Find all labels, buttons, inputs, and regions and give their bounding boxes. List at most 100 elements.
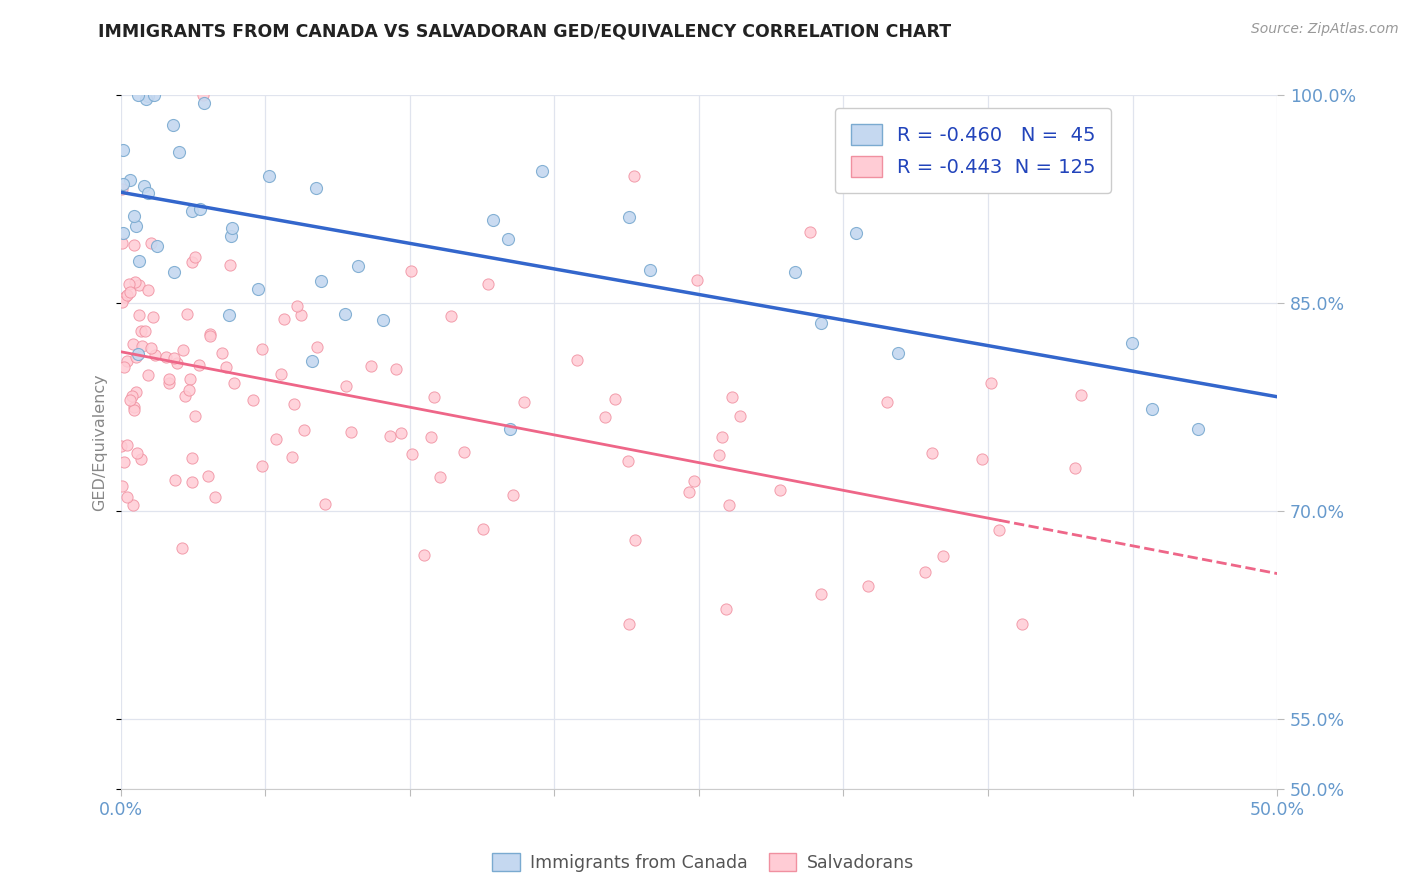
Point [180,475,202,490]
Point [314,497,336,511]
Point [131,339,153,353]
Point [242,392,264,407]
Point [172,343,194,358]
Point [595,409,617,424]
Point [198,328,221,343]
Point [176,307,198,321]
Point [307,341,329,355]
Point [163,265,186,279]
Point [219,229,242,244]
Point [914,565,936,579]
Point [530,164,553,178]
Point [389,426,412,441]
Point [122,209,145,223]
Point [721,390,744,404]
Point [496,232,519,246]
Text: IMMIGRANTS FROM CANADA VS SALVADORAN GED/EQUIVALENCY CORRELATION CHART: IMMIGRANTS FROM CANADA VS SALVADORAN GED… [98,22,952,40]
Point [413,548,436,562]
Point [132,179,155,194]
Point [184,409,207,423]
Point [111,294,134,309]
Point [810,317,832,331]
Point [128,277,150,292]
Point [714,602,737,616]
Point [129,452,152,467]
Point [565,352,588,367]
Point [1064,460,1087,475]
Point [165,473,187,487]
Point [624,533,647,548]
Point [619,210,641,224]
Point [118,277,141,291]
Legend: Immigrants from Canada, Salvadorans: Immigrants from Canada, Salvadorans [485,847,921,879]
Point [477,277,499,291]
Point [264,432,287,446]
Point [221,221,243,235]
Point [211,345,233,359]
Point [180,254,202,268]
Point [143,88,166,103]
Point [305,180,328,194]
Point [157,371,180,385]
Point [198,326,221,341]
Point [921,446,943,460]
Point [783,265,806,279]
Point [179,371,201,385]
Point [378,429,401,443]
Point [429,470,451,484]
Point [139,235,162,250]
Point [1011,616,1033,631]
Point [728,409,751,423]
Point [638,263,661,277]
Point [385,362,408,376]
Point [605,392,627,407]
Point [769,483,792,498]
Point [1121,335,1143,350]
Point [204,491,226,505]
Point [128,308,150,322]
Point [301,354,323,368]
Point [117,353,139,368]
Point [250,343,273,357]
Point [122,401,145,415]
Point [1070,388,1092,402]
Point [810,587,832,601]
Point [177,383,200,397]
Point [616,454,638,468]
Point [166,357,188,371]
Point [146,239,169,253]
Point [678,484,700,499]
Point [423,390,446,404]
Point [112,226,135,240]
Point [181,450,204,465]
Y-axis label: GED/Equivalency: GED/Equivalency [93,373,107,510]
Point [136,368,159,382]
Point [136,89,159,103]
Point [399,264,422,278]
Point [121,337,143,351]
Point [112,455,135,469]
Point [876,394,898,409]
Point [127,347,149,361]
Point [115,438,138,452]
Point [886,346,908,360]
Point [502,487,524,501]
Point [292,423,315,437]
Point [125,219,148,234]
Point [197,469,219,483]
Point [972,451,994,466]
Point [188,202,211,216]
Point [162,118,184,132]
Point [499,422,522,436]
Point [191,88,214,103]
Point [125,350,148,364]
Point [980,376,1002,391]
Point [440,310,463,324]
Point [683,475,706,489]
Point [111,182,134,196]
Point [932,549,955,563]
Point [143,348,166,362]
Point [987,523,1010,537]
Point [513,395,536,409]
Point [124,275,146,289]
